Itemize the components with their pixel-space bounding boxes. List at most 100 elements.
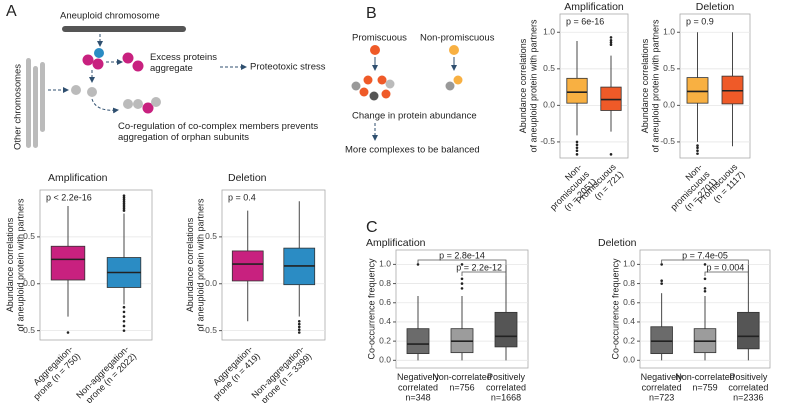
x-tick-label: Non-aggregation-prone (n = 2022) (74, 344, 138, 403)
panel-label: B (366, 5, 377, 22)
diagram-text: Co-regulation of co-complex members prev… (118, 121, 318, 143)
outlier (609, 39, 613, 42)
x-tick-label: Non-correlated n=756 (432, 372, 492, 392)
y-tick-label: 1.0 (663, 27, 675, 37)
outlier (460, 263, 464, 266)
comparison-label: p = 0.004 (707, 262, 745, 272)
outlier (416, 263, 420, 266)
y-tick-label: 1.0 (623, 259, 635, 269)
outlier (703, 263, 707, 266)
outlier (297, 331, 301, 334)
box (406, 328, 430, 355)
outlier (122, 201, 126, 205)
box (650, 326, 673, 355)
y-axis-label: Abundance correlationsof aneuploid prote… (5, 198, 25, 332)
chart-title: Amplification (48, 172, 108, 184)
outlier (660, 282, 663, 285)
diagram-text: Aneuploid chromosome (60, 11, 160, 22)
box (231, 250, 264, 282)
outlier (122, 315, 126, 318)
y-axis-label: Abundance correlationsof aneuploid prote… (640, 19, 660, 153)
outlier (703, 289, 707, 293)
y-tick-label: 0.5 (23, 231, 35, 241)
comparison-label: p = 2.8e-14 (439, 250, 485, 260)
diagram-text: Proteotoxic stress (250, 62, 326, 73)
box (686, 77, 709, 104)
diagram-b: Promiscuous Non-promiscuous Change in pr… (345, 33, 495, 156)
chart-title: Amplification (564, 1, 624, 13)
y-tick-label: -0.5 (20, 325, 35, 335)
y-axis-label: Co-occurrence frequency (366, 258, 376, 360)
annotation: p = 0.4 (228, 192, 256, 202)
y-tick-label: 1.0 (379, 259, 391, 269)
x-tick-label: Non-aggregation-prone (n = 3399) (250, 344, 314, 403)
x-tick-label: Negatively correlated n=348 (397, 372, 440, 403)
outlier (609, 153, 613, 156)
x-tick-label: Positively correlated n=2336 (728, 372, 768, 403)
diagram-a: Aneuploid chromosome Excess proteins aggr… (13, 11, 326, 150)
outlier (703, 277, 707, 281)
y-tick-label: 0.4 (379, 316, 391, 326)
y-tick-label: 0.0 (205, 278, 217, 288)
chart-title: Deletion (228, 172, 267, 184)
outlier (297, 325, 301, 329)
comparison-bracket (417, 259, 507, 264)
x-tick-label: Negatively correlated n=723 (641, 372, 684, 403)
box (737, 311, 760, 350)
outlier (122, 203, 126, 207)
outlier (609, 43, 613, 47)
outlier (575, 143, 579, 147)
diagram-text: Excess proteins aggregate (150, 52, 217, 74)
box (566, 77, 588, 104)
outlier (575, 153, 579, 156)
outlier (122, 305, 126, 309)
y-tick-label: -0.5 (540, 136, 555, 146)
y-tick-label: 0.4 (623, 316, 635, 326)
y-tick-label: -0.5 (660, 136, 675, 146)
outlier (575, 146, 579, 150)
outlier (122, 324, 126, 328)
diagram-text: Change in protein abundance (352, 111, 477, 122)
comparison-bracket (461, 271, 507, 276)
panel-label: A (6, 3, 17, 20)
outlier (122, 319, 126, 323)
diagram-text: Other chromosomes (13, 64, 24, 150)
y-axis-label: Abundance correlationsof aneuploid prote… (518, 19, 538, 153)
outlier (575, 149, 579, 152)
y-tick-label: 0.2 (623, 335, 635, 345)
outlier (609, 41, 613, 44)
outlier (297, 328, 301, 331)
comparison-label: p = 7.4e-05 (682, 250, 728, 260)
y-tick-label: 0.6 (623, 297, 635, 307)
outlier (460, 287, 464, 290)
outlier (122, 207, 126, 211)
outlier (122, 194, 126, 197)
y-axis-label: Co-occurrence frequency (610, 258, 620, 360)
outlier (122, 329, 126, 332)
comparison-label: p = 2.2e-12 (456, 262, 502, 272)
y-tick-label: 0.2 (379, 335, 391, 345)
chart-title: Amplification (366, 237, 426, 249)
annotation: p = 6e-16 (566, 16, 604, 26)
outlier (575, 140, 579, 144)
y-tick-label: 0.8 (623, 278, 635, 288)
outlier (122, 198, 126, 201)
outlier (696, 144, 699, 147)
outlier (297, 322, 301, 326)
outlier (122, 199, 126, 203)
y-axis-label: Abundance correlationsof aneuploid prote… (185, 198, 205, 332)
diagram-text: Promiscuous (352, 33, 407, 44)
y-tick-label: 0.6 (379, 297, 391, 307)
outlier (660, 263, 663, 266)
box (50, 245, 86, 281)
outlier (122, 205, 126, 209)
diagram-text: Non-promiscuous (420, 33, 495, 44)
y-tick-label: 0.0 (543, 100, 555, 110)
outlier (122, 310, 126, 314)
y-tick-label: 0.0 (23, 278, 35, 288)
x-tick-label: Non-correlated n=759 (675, 372, 735, 392)
y-tick-label: 0.5 (205, 231, 217, 241)
y-tick-label: 0.8 (379, 278, 391, 288)
outlier (696, 146, 699, 150)
